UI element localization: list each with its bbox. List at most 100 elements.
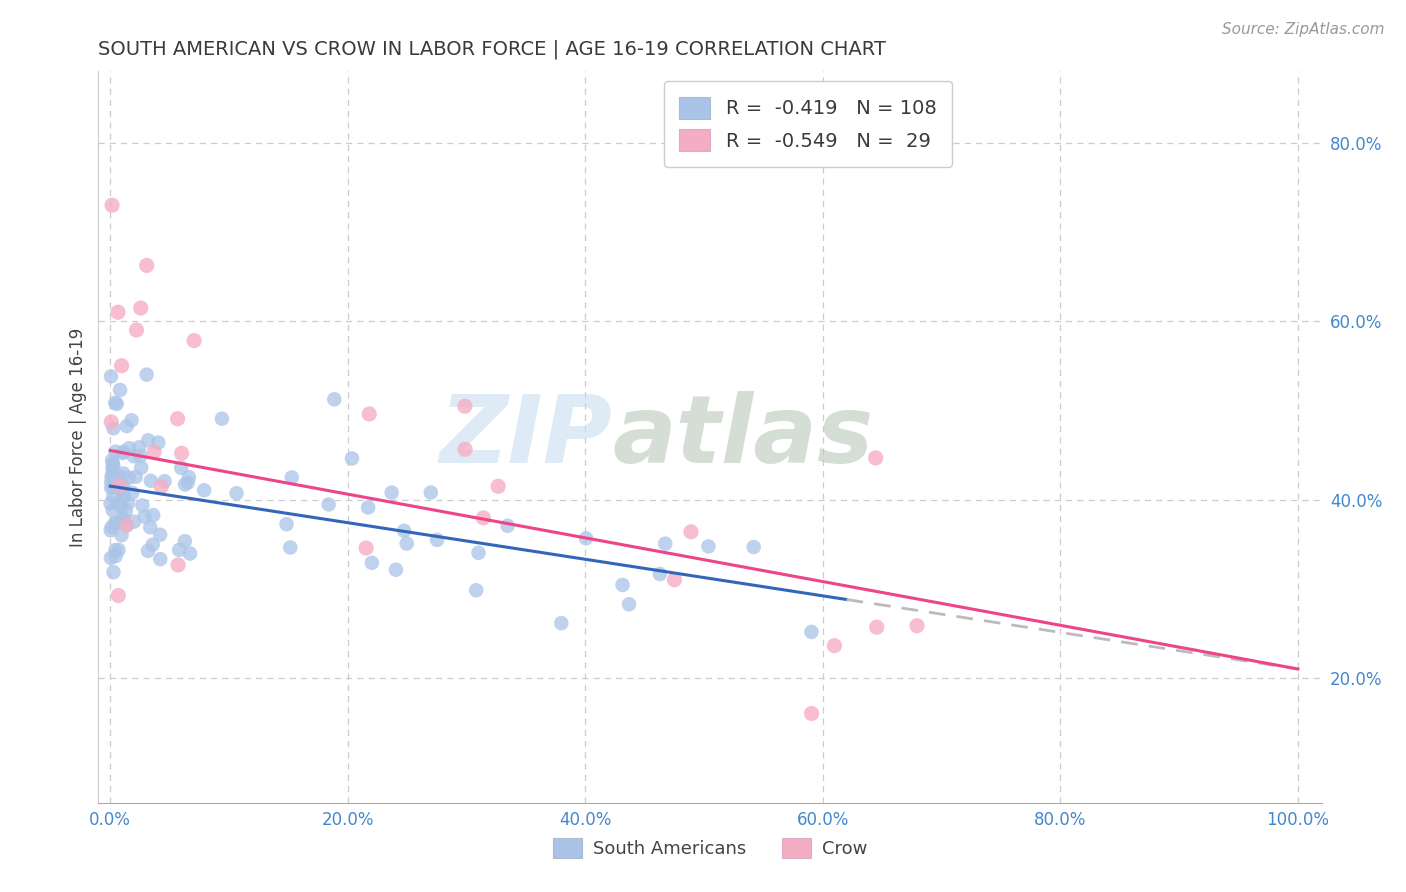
Point (103, 458, 125, 473)
Point (108, 478, 131, 492)
Point (142, 508, 165, 522)
Point (139, 520, 162, 534)
Point (134, 509, 156, 524)
Point (100, 550, 122, 565)
Point (103, 421, 125, 435)
Point (225, 486, 247, 500)
Point (100, 497, 122, 511)
Point (114, 504, 136, 518)
Point (392, 524, 415, 538)
Point (136, 434, 159, 448)
Point (149, 528, 172, 542)
Point (100, 475, 122, 489)
Point (318, 498, 340, 512)
Point (385, 563, 408, 577)
Point (866, 620, 889, 634)
Point (111, 446, 134, 460)
Point (426, 533, 449, 547)
Point (135, 259, 157, 273)
Point (323, 392, 346, 407)
Point (100, 369, 122, 384)
Point (176, 475, 198, 490)
Point (166, 411, 188, 425)
Point (128, 441, 150, 455)
Point (340, 451, 363, 466)
Point (103, 490, 125, 504)
Point (486, 479, 509, 493)
Point (100, 481, 122, 495)
Point (150, 480, 173, 494)
Point (105, 516, 128, 531)
Point (419, 485, 441, 500)
Point (122, 449, 145, 463)
Point (107, 496, 129, 510)
Point (125, 470, 148, 484)
Legend: South Americans, Crow: South Americans, Crow (544, 829, 876, 867)
Point (183, 334, 205, 348)
Point (170, 460, 193, 475)
Point (115, 518, 138, 533)
Point (108, 469, 131, 483)
Point (110, 500, 132, 514)
Point (472, 511, 495, 525)
Point (281, 470, 304, 484)
Point (110, 482, 132, 496)
Point (103, 475, 125, 490)
Point (381, 485, 404, 500)
Point (105, 472, 128, 486)
Point (697, 540, 720, 554)
Point (575, 531, 598, 545)
Point (107, 589, 129, 603)
Point (136, 544, 159, 558)
Point (467, 546, 489, 560)
Point (101, 479, 124, 493)
Point (115, 518, 138, 533)
Text: Source: ZipAtlas.com: Source: ZipAtlas.com (1222, 22, 1385, 37)
Point (107, 305, 129, 319)
Point (112, 467, 135, 481)
Point (359, 407, 381, 421)
Point (110, 477, 132, 491)
Point (278, 541, 301, 555)
Point (823, 639, 845, 653)
Point (121, 413, 143, 427)
Point (112, 512, 135, 526)
Point (454, 442, 477, 457)
Point (107, 543, 129, 558)
Point (465, 583, 488, 598)
Point (179, 547, 201, 561)
Point (139, 474, 162, 488)
Point (174, 477, 197, 491)
Point (276, 517, 298, 532)
Text: ZIP: ZIP (439, 391, 612, 483)
Point (104, 444, 127, 458)
Point (142, 538, 165, 552)
Point (742, 540, 765, 554)
Point (167, 558, 190, 572)
Text: SOUTH AMERICAN VS CROW IN LABOR FORCE | AGE 16-19 CORRELATION CHART: SOUTH AMERICAN VS CROW IN LABOR FORCE | … (98, 39, 886, 59)
Point (354, 541, 377, 555)
Point (103, 565, 125, 579)
Point (131, 499, 153, 513)
Text: atlas: atlas (612, 391, 873, 483)
Point (454, 399, 477, 413)
Point (153, 475, 176, 489)
Point (129, 301, 152, 315)
Point (112, 488, 135, 502)
Point (101, 457, 124, 471)
Point (679, 524, 702, 539)
Point (129, 460, 152, 475)
Point (100, 415, 122, 429)
Point (800, 706, 823, 721)
Point (550, 616, 572, 631)
Point (105, 397, 128, 411)
Point (104, 543, 127, 558)
Point (149, 552, 172, 566)
Point (110, 359, 132, 373)
Point (395, 536, 418, 550)
Point (905, 619, 928, 633)
Point (177, 470, 200, 484)
Point (617, 597, 640, 611)
Point (110, 528, 132, 542)
Point (193, 483, 215, 498)
